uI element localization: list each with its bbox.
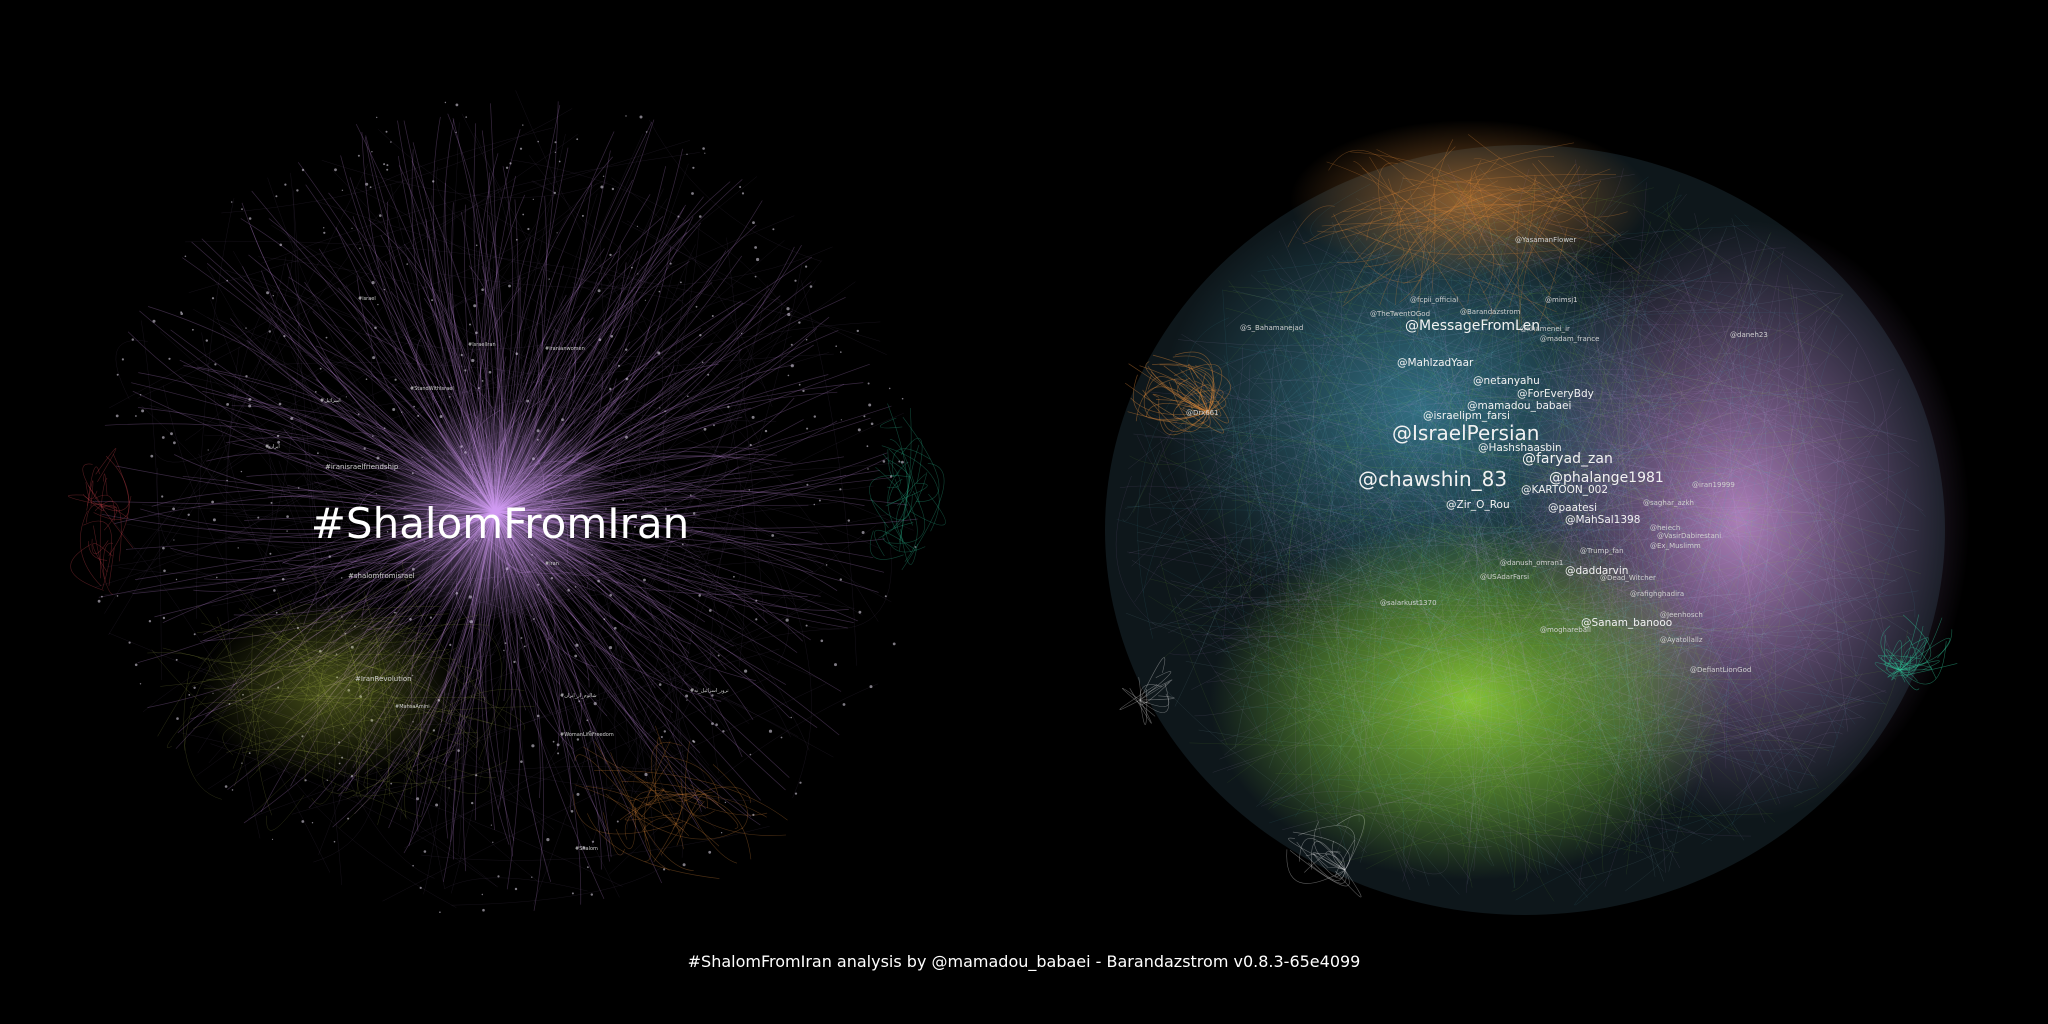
- hashtag-network-graph: #iranisraelfriendship #shalomfromisrael #I…: [68, 90, 946, 913]
- user-label: @rafighghadira: [1630, 590, 1684, 598]
- user-label: @chawshin_83: [1358, 467, 1507, 491]
- user-labels: @chawshin_83 @IsraelPersian @faryad_zan @ph…: [1186, 236, 1768, 674]
- hashtag-label: #iranisraelfriendship: [325, 463, 399, 471]
- user-label: @IsraelPersian: [1392, 421, 1539, 445]
- hashtag-label: #IranRevolution: [355, 675, 412, 683]
- hashtag-label: #ایران: [265, 444, 280, 450]
- user-label: @Jeenhosch: [1660, 611, 1703, 619]
- user-label: @TheTwentOGod: [1370, 310, 1430, 318]
- user-label: @VasirDabirestani: [1657, 532, 1721, 540]
- user-label: @khamenei_ir: [1520, 325, 1570, 333]
- user-label: @Zir_O_Rou: [1446, 499, 1510, 511]
- user-label: @ForEveryBdy: [1517, 388, 1594, 400]
- user-label: @daddarvin: [1565, 565, 1628, 577]
- hashtag-label: #Shalom: [575, 846, 598, 852]
- user-network-graph: @chawshin_83 @IsraelPersian @faryad_zan @ph…: [1105, 120, 1970, 915]
- hashtag-label: #israel: [358, 296, 376, 302]
- user-label: @fcpii_official: [1410, 296, 1458, 304]
- user-label: @mamadou_babaei: [1467, 400, 1571, 412]
- user-label: @YasamanFlower: [1515, 236, 1576, 244]
- user-label: @paatesi: [1548, 502, 1597, 514]
- hashtag-green-cluster: [200, 600, 460, 780]
- footer-caption: #ShalomFromIran analysis by @mamadou_bab…: [687, 952, 1361, 971]
- user-label: @israelipm_farsi: [1423, 410, 1510, 422]
- user-label: @Drx661: [1186, 409, 1219, 417]
- hashtag-label: #شالوم_از_ایران: [560, 693, 597, 699]
- user-label: @iran19999: [1692, 481, 1735, 489]
- user-label: @Barandazstrom: [1460, 308, 1521, 316]
- user-network-edges: [1115, 134, 1958, 906]
- user-label: @phalange1981: [1549, 470, 1664, 486]
- user-label: @moghareball: [1540, 626, 1591, 634]
- hashtag-label: #IsraelIran: [468, 342, 496, 348]
- user-label: @mimsj1: [1545, 296, 1578, 304]
- user-label: @faryad_zan: [1522, 451, 1613, 467]
- user-label: @daneh23: [1730, 331, 1768, 339]
- hashtag-label: #WomanLifeFreedom: [560, 732, 614, 738]
- user-label: @Trump_fan: [1580, 547, 1624, 555]
- hashtag-label: #اسرائیل: [320, 398, 341, 404]
- user-label: @salarkust1370: [1380, 599, 1437, 607]
- user-label: @netanyahu: [1473, 375, 1540, 387]
- user-label: @MahlzadYaar: [1397, 357, 1474, 369]
- user-label: @madam_france: [1540, 335, 1599, 343]
- user-label: @saghar_azkh: [1643, 499, 1694, 507]
- user-label: @KARTOON_002: [1521, 484, 1608, 496]
- user-label: @danush_omran1: [1500, 559, 1563, 567]
- hashtag-main-label: #ShalomFromIran: [311, 499, 690, 548]
- user-label: @heiech: [1650, 524, 1680, 532]
- hashtag-labels: #iranisraelfriendship #shalomfromisrael #I…: [265, 296, 729, 852]
- user-label: @USAdarFarsi: [1480, 573, 1529, 581]
- user-label: @Dead_Witcher: [1600, 574, 1656, 582]
- user-cluster-green: [1210, 520, 1730, 880]
- hashtag-label: #MahsaAmini: [395, 704, 430, 710]
- user-label: @Hashshaasbin: [1478, 442, 1562, 454]
- user-label: @S_Bahamanejad: [1240, 324, 1303, 332]
- user-label: @Ayatollallz: [1660, 636, 1703, 644]
- user-label: @Sanam_banooo: [1581, 617, 1672, 629]
- user-label: @Ex_Muslimm: [1650, 542, 1701, 550]
- hashtag-label: #iranianwomen: [545, 346, 585, 352]
- hashtag-label: #iran: [545, 561, 559, 567]
- user-label: @MessageFromLen: [1405, 318, 1540, 334]
- hashtag-label: #shalomfromisrael: [348, 572, 415, 580]
- user-label: @DefiantLionGod: [1690, 666, 1751, 674]
- hashtag-label: #ترور_اسرائیل_نه: [690, 688, 729, 694]
- user-label: @MahSal1398: [1565, 514, 1640, 526]
- hashtag-hub-glow: [375, 402, 615, 622]
- user-cluster-orange: [1290, 120, 1650, 280]
- hashtag-label: #StandWithIsrael: [410, 386, 454, 392]
